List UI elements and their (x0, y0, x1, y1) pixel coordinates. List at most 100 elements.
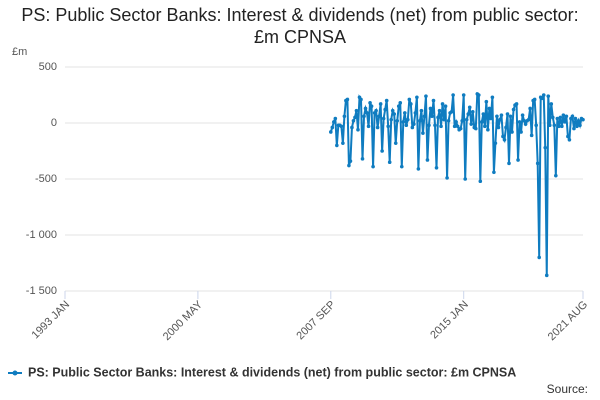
data-point (452, 124, 457, 129)
data-point (514, 102, 519, 106)
data-point (544, 273, 549, 278)
data-point (348, 159, 353, 163)
data-point (386, 124, 390, 129)
x-tick-label: 2015 JAN (428, 299, 471, 342)
data-point (377, 114, 381, 119)
data-point (517, 120, 522, 124)
data-point (486, 127, 490, 132)
data-point (395, 118, 400, 123)
data-point (407, 97, 412, 102)
data-point (375, 125, 380, 130)
data-point (330, 125, 335, 130)
data-point (424, 94, 428, 98)
data-point (573, 116, 578, 121)
data-point (378, 102, 383, 106)
data-point (341, 141, 345, 145)
data-point (416, 167, 421, 171)
data-point (507, 161, 511, 166)
data-point (466, 112, 471, 116)
data-point (415, 95, 419, 100)
data-point (572, 126, 576, 131)
data-point (576, 118, 581, 123)
data-point (476, 93, 481, 97)
data-point (384, 98, 389, 103)
data-point (345, 97, 350, 102)
data-point (451, 93, 455, 97)
data-point (463, 177, 468, 181)
data-point (410, 125, 415, 130)
data-point (431, 98, 436, 103)
x-tick-label: 1993 JAN (30, 299, 73, 342)
data-point (406, 117, 410, 122)
data-point (442, 117, 446, 122)
data-point (419, 108, 424, 113)
data-point (437, 108, 442, 113)
data-point (504, 125, 508, 130)
data-point (581, 117, 585, 122)
data-point (535, 161, 540, 166)
data-point (478, 179, 483, 184)
data-point (490, 95, 495, 100)
legend-label: PS: Public Sector Banks: Interest & divi… (28, 365, 516, 379)
data-point (434, 166, 439, 170)
data-point (390, 108, 395, 113)
data-point (470, 110, 475, 114)
legend-marker (12, 370, 18, 376)
data-point (560, 124, 564, 129)
data-point (380, 149, 384, 153)
data-point (526, 117, 531, 122)
data-point (399, 164, 404, 169)
data-point (350, 125, 354, 130)
data-point (439, 124, 443, 129)
data-point (552, 123, 557, 128)
data-point (433, 123, 437, 128)
data-point (489, 116, 493, 121)
data-point (398, 101, 403, 105)
data-point (454, 120, 458, 124)
data-point (567, 138, 572, 142)
data-point (566, 134, 570, 139)
data-point (436, 115, 440, 120)
x-tick-label: 2021 AUG (546, 299, 590, 343)
data-point (369, 104, 374, 108)
data-point (537, 255, 542, 260)
data-point (487, 106, 492, 111)
data-point (575, 124, 579, 129)
data-point (558, 115, 563, 120)
data-point (480, 120, 484, 124)
data-point (564, 114, 569, 119)
data-point (339, 124, 344, 129)
data-point (365, 111, 369, 115)
source: Source: (547, 382, 588, 396)
data-point (455, 124, 460, 129)
data-point (543, 145, 548, 150)
data-point (578, 123, 582, 128)
data-point (550, 115, 555, 120)
data-point (446, 118, 451, 123)
data-point (389, 117, 394, 122)
data-point (368, 101, 372, 105)
data-point (511, 107, 516, 112)
data-point (359, 97, 363, 102)
data-point (404, 123, 409, 128)
data-point (501, 134, 505, 139)
data-point (532, 97, 537, 102)
data-point (561, 113, 566, 117)
data-point (354, 108, 359, 113)
data-point (418, 118, 422, 123)
data-point (541, 93, 546, 97)
data-point (469, 122, 474, 126)
data-point (445, 176, 449, 180)
data-point (428, 106, 433, 111)
data-point (528, 106, 532, 111)
data-point (425, 158, 430, 162)
data-point (481, 112, 486, 116)
y-tick-label: 0 (51, 117, 57, 129)
data-point (401, 120, 406, 124)
data-point (464, 117, 469, 122)
data-point (502, 138, 507, 142)
x-tick-label: 2000 MAY (161, 298, 206, 343)
data-point (396, 104, 401, 108)
y-tick-label: 500 (39, 61, 57, 73)
data-point (546, 94, 551, 98)
